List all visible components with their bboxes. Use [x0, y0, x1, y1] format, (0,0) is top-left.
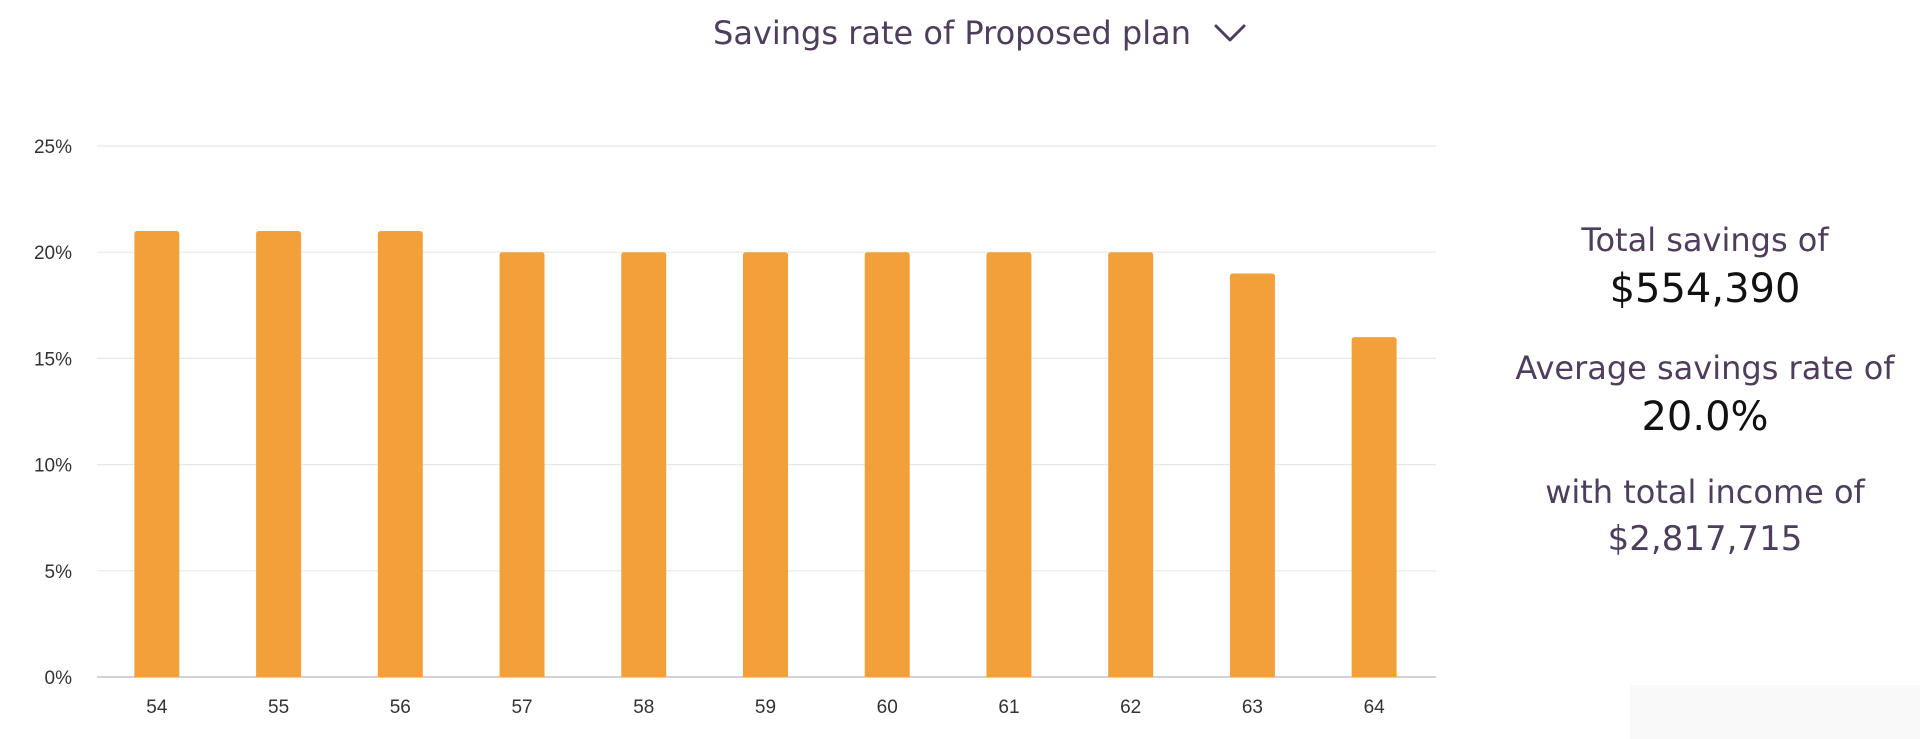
bar-age-60[interactable]	[864, 252, 910, 677]
bar-age-62[interactable]	[1108, 252, 1154, 677]
bar-age-58[interactable]	[621, 252, 667, 677]
bar-age-59[interactable]	[743, 252, 788, 677]
bar-age-55[interactable]	[256, 230, 302, 677]
y-tick-label: 10%	[34, 456, 72, 477]
x-tick-label: 57	[511, 697, 532, 718]
y-tick-label: 20%	[34, 243, 72, 264]
bar-layer	[134, 230, 1397, 677]
y-tick-label: 15%	[34, 349, 72, 370]
y-tick-label: 25%	[34, 137, 72, 158]
average-savings-rate-value: 20.0%	[1641, 394, 1769, 440]
chevron-down-icon[interactable]	[1213, 21, 1247, 45]
y-axis-ticks: 0% 5% 10% 15% 20% 25%	[34, 137, 72, 689]
y-tick-label: 5%	[45, 562, 73, 583]
x-tick-label: 61	[998, 697, 1019, 718]
total-savings-label: Total savings of	[1581, 221, 1829, 259]
chart-svg: 0% 5% 10% 15% 20% 25% 54 55 56 57 58 59 60 61 62 63 64	[34, 137, 1436, 718]
x-tick-label: 64	[1364, 697, 1386, 718]
bar-age-63[interactable]	[1229, 273, 1275, 677]
total-income-label: with total income of	[1545, 473, 1865, 511]
x-tick-label: 56	[390, 697, 411, 718]
savings-summary: Total savings of $554,390 Average saving…	[1490, 218, 1920, 564]
plan-metric-selector[interactable]: Savings rate of Proposed plan	[0, 14, 1920, 52]
bar-age-64[interactable]	[1351, 337, 1397, 677]
average-savings-rate-label: Average savings rate of	[1515, 349, 1895, 387]
bar-age-61[interactable]	[986, 252, 1032, 677]
x-tick-label: 63	[1242, 697, 1263, 718]
total-income-value: $2,817,715	[1607, 519, 1803, 559]
x-tick-label: 59	[755, 697, 776, 718]
x-tick-label: 62	[1120, 697, 1141, 718]
plan-metric-selector-label: Savings rate of Proposed plan	[713, 14, 1191, 52]
total-savings-value: $554,390	[1609, 266, 1801, 312]
bar-age-54[interactable]	[134, 230, 180, 677]
x-tick-label: 54	[146, 697, 168, 718]
savings-rate-bar-chart: 0% 5% 10% 15% 20% 25% 54 55 56 57 58 59 60 61 62 63 64	[0, 100, 1460, 739]
bar-age-57[interactable]	[499, 252, 545, 677]
x-tick-label: 55	[268, 697, 289, 718]
bar-age-56[interactable]	[377, 230, 423, 677]
y-tick-label: 0%	[45, 668, 73, 689]
x-tick-label: 60	[877, 697, 898, 718]
corner-panel	[1630, 685, 1920, 739]
x-tick-label: 58	[633, 697, 654, 718]
x-axis-ticks: 54 55 56 57 58 59 60 61 62 63 64	[146, 697, 1385, 718]
